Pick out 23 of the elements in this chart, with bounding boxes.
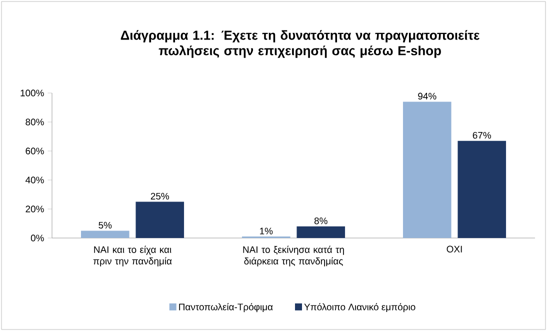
data-label: 8%	[314, 218, 328, 224]
data-label: 5%	[98, 222, 112, 229]
y-tick-label: 60%	[26, 148, 44, 154]
y-tick-label: 80%	[26, 118, 44, 126]
y-tick-label: 40%	[26, 176, 44, 184]
x-tick-label: ΝΑΙ το ξεκίνησα κατά τη διάρκεια της πανδημίας	[243, 246, 344, 266]
x-tick-label: ΝΑΙ και το είχα και πριν την πανδημία	[93, 246, 172, 266]
legend-label: Υπόλοιπο Λιανικό εμπόριο	[304, 303, 416, 312]
bar	[458, 140, 506, 238]
y-tick-label: 100%	[20, 90, 44, 96]
chart-title: Διάγραμμα 1.1: Έχετε τη δυνατότητα να πραγματοποιείτε πωλήσεις στην επιχειρησή σας μέσω E-shop	[120, 30, 480, 58]
x-tick-label: ΟΧΙ	[446, 246, 462, 252]
y-tick-label: 0%	[30, 234, 44, 242]
data-label: 94%	[418, 92, 436, 100]
bar	[80, 230, 130, 238]
data-label: 67%	[472, 132, 492, 139]
bar	[296, 226, 346, 238]
data-label: 1%	[260, 228, 273, 234]
legend-label: Παντοπωλεία-Τρόφιμα	[179, 303, 273, 312]
data-label: 25%	[150, 192, 170, 200]
bar	[136, 202, 184, 238]
bar	[402, 102, 452, 238]
y-tick-label: 20%	[26, 206, 44, 212]
